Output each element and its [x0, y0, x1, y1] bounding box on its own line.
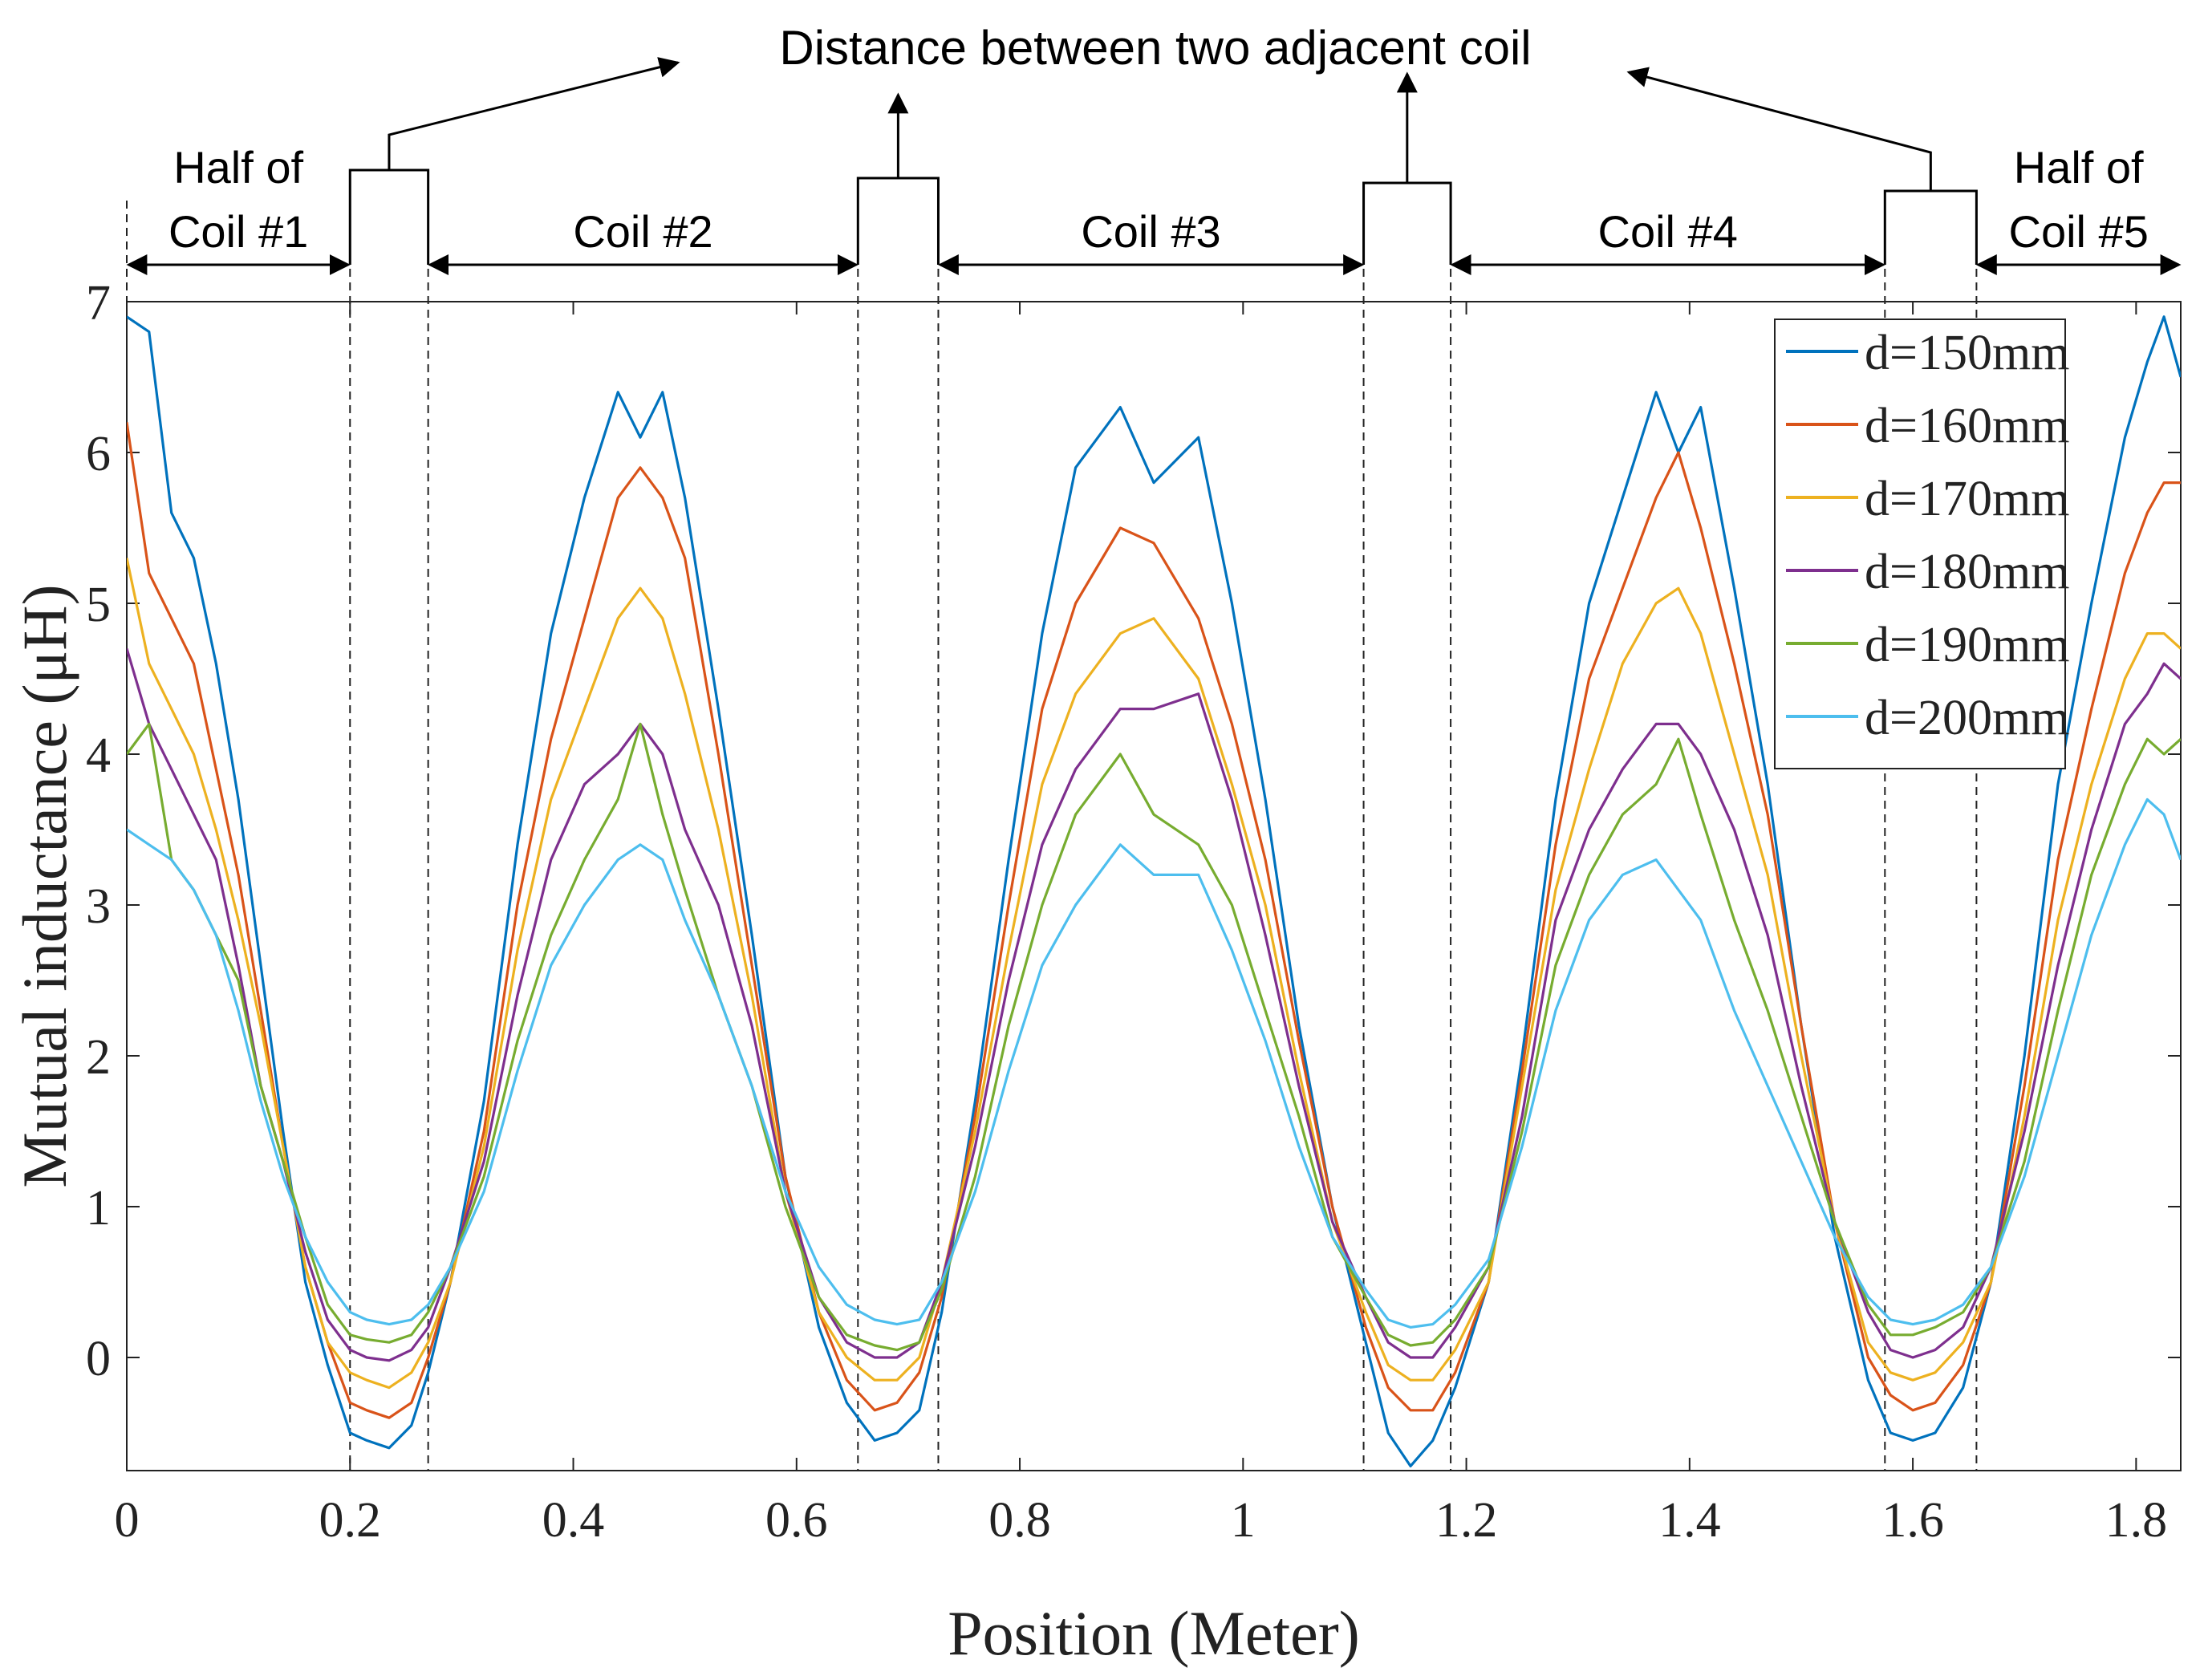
legend: d=150mm d=160mm d=170mm d=180mm d=190mm d=200…	[1774, 319, 2069, 769]
y-tick-label: 4	[86, 728, 111, 783]
x-tick-label: 1	[1231, 1493, 1256, 1548]
coil-label: Half of	[2014, 142, 2144, 193]
x-tick-label: 0.2	[319, 1493, 382, 1548]
x-tick-label: 1.4	[1658, 1493, 1721, 1548]
coil-label: Half of	[173, 142, 303, 193]
y-tick-label: 0	[86, 1332, 111, 1386]
y-tick-label: 1	[86, 1181, 111, 1236]
legend-label: d=200mm	[1865, 691, 2069, 745]
coil-label: Coil #1	[168, 206, 308, 257]
annotation-arrow-4	[1626, 67, 1932, 191]
y-tick-label: 5	[86, 578, 111, 632]
legend-label: d=150mm	[1865, 326, 2069, 380]
y-tick-label: 2	[86, 1030, 111, 1085]
legend-label: d=180mm	[1865, 545, 2069, 599]
coil-label: Coil #3	[1081, 206, 1220, 257]
coil-label: Coil #4	[1598, 206, 1738, 257]
legend-label: d=160mm	[1865, 399, 2069, 453]
y-tick-label: 3	[86, 879, 111, 934]
series-line-d=190mm	[127, 722, 2181, 1352]
gap-bracket	[348, 168, 430, 265]
annotation-arrow-1	[388, 57, 680, 170]
coil-label: Coil #2	[573, 206, 712, 257]
annotation-title: Distance between two adjacent coil	[779, 21, 1531, 75]
x-tick-label: 0.8	[988, 1493, 1051, 1548]
x-axis-label: Position (Meter)	[948, 1598, 1359, 1668]
x-tick-label: 0	[115, 1493, 140, 1548]
series-line-d=200mm	[127, 797, 2181, 1329]
series-line-d=180mm	[127, 647, 2181, 1362]
coil-label: Coil #5	[2009, 206, 2149, 257]
axes-group: 0 0.2 0.4 0.6 0.8 1 1.2 1.4 1.6 1.8 0 1 2 3 4 5 6 7 Positi…	[10, 201, 2182, 1668]
series-line-d=160mm	[127, 422, 2181, 1419]
y-axis-label: Mutual inductance (μH)	[10, 584, 79, 1187]
annotation-group: Half of Coil #1 Coil #2 Coil #3 Coil #4 Half …	[126, 21, 2182, 275]
x-tick-label: 1.8	[2105, 1493, 2168, 1548]
legend-label: d=170mm	[1865, 472, 2069, 526]
series-line-d=150mm	[127, 315, 2181, 1468]
series-line-d=170mm	[127, 558, 2181, 1390]
y-tick-label: 7	[86, 276, 111, 331]
y-tick-label: 6	[86, 427, 111, 481]
x-tick-label: 1.6	[1881, 1493, 1944, 1548]
x-tick-label: 0.4	[542, 1493, 605, 1548]
legend-box	[1774, 319, 2066, 769]
gap-bracket	[1883, 189, 1978, 265]
gap-bracket	[1362, 181, 1452, 265]
legend-label: d=190mm	[1865, 618, 2069, 672]
x-tick-label: 1.2	[1435, 1493, 1498, 1548]
series-group	[127, 315, 2181, 1468]
x-tick-label: 0.6	[765, 1493, 828, 1548]
gap-bracket	[856, 177, 940, 265]
